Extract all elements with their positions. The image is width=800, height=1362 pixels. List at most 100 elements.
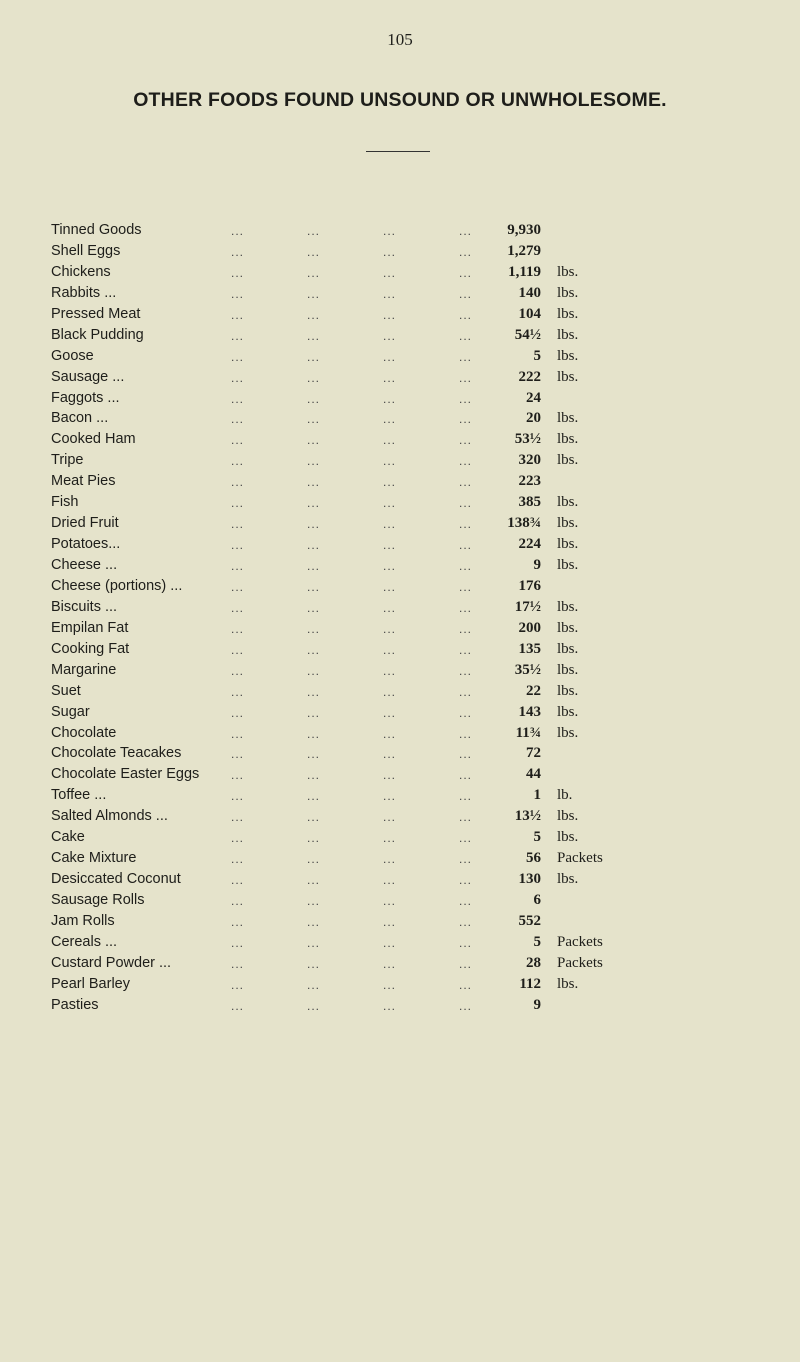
quantity: 35½ [514, 661, 541, 678]
quantity: 1,279 [507, 242, 541, 259]
dot-leader: ... [231, 475, 245, 490]
unit: lbs. [557, 557, 579, 573]
table-row: Bacon ............... 20 lbs. [51, 410, 751, 431]
dot-leader: ... [231, 579, 245, 594]
table-row: Sausage ............... 222 lbs. [51, 369, 751, 390]
dot-leader: ... [231, 852, 245, 867]
dot-leader: ... [231, 768, 245, 783]
dot-leader: ... [383, 307, 397, 322]
dot-leader: ... [459, 244, 473, 259]
dot-leader: ... [383, 914, 397, 929]
dot-leader: ... [231, 433, 245, 448]
table-row: Desiccated Coconut............ 130 lbs. [51, 871, 751, 892]
table-row: Suet............ 22 lbs. [51, 683, 751, 704]
food-name: Tinned Goods [51, 222, 142, 238]
unit: lbs. [557, 347, 579, 364]
dot-leader: ... [231, 538, 245, 553]
food-name: Sausage Rolls [51, 892, 145, 908]
dot-leader: ... [231, 977, 245, 992]
food-name: Chocolate Teacakes [51, 745, 182, 762]
dot-leader: ... [383, 684, 397, 699]
dot-leader: ... [231, 642, 245, 657]
unit: lbs. [557, 661, 579, 678]
dot-leader: ... [459, 831, 473, 846]
dot-leader: ... [383, 349, 397, 364]
unit: lbs. [557, 452, 579, 469]
dot-leader: ... [231, 894, 245, 908]
dot-leader: ... [383, 894, 397, 908]
food-name: Chickens [51, 263, 111, 280]
quantity: 20 [526, 410, 541, 427]
dot-leader: ... [307, 286, 321, 301]
dot-leader: ... [383, 705, 397, 720]
table-row: Chocolate Teacakes............ 72 [51, 745, 751, 766]
dot-leader: ... [383, 454, 397, 469]
dot-leader: ... [307, 789, 321, 804]
dot-leader: ... [307, 579, 321, 594]
dot-leader: ... [383, 538, 397, 553]
quantity: 143 [518, 703, 542, 720]
dot-leader: ... [459, 956, 473, 971]
dot-leader: ... [307, 475, 321, 490]
dot-leader: ... [307, 349, 321, 364]
dot-leader: ... [383, 935, 397, 950]
dot-leader: ... [307, 454, 321, 469]
quantity: 200 [518, 619, 542, 636]
unit: lbs. [557, 724, 579, 741]
dot-leader: ... [383, 475, 397, 490]
dot-leader: ... [459, 307, 473, 322]
quantity: 44 [526, 766, 541, 783]
title-divider [366, 151, 430, 152]
table-row: Margarine............ 35½ lbs. [51, 662, 751, 683]
food-name: Chocolate Easter Eggs [51, 766, 200, 783]
page-number: 105 [387, 30, 413, 49]
dot-leader: ... [459, 810, 473, 825]
dot-leader: ... [231, 517, 245, 532]
dot-leader: ... [231, 224, 245, 238]
table-row: Rabbits ............... 140 lbs. [51, 285, 751, 306]
quantity: 176 [518, 577, 542, 594]
quantity: 104 [518, 305, 542, 322]
dot-leader: ... [307, 852, 321, 867]
table-row: Shell Eggs............ 1,279 [51, 243, 751, 264]
table-row: Tinned Goods............ 9,930 [51, 222, 751, 243]
dot-leader: ... [231, 914, 245, 929]
food-name: Dried Fruit [51, 515, 119, 532]
dot-leader: ... [307, 935, 321, 950]
food-name: Pearl Barley [51, 975, 130, 992]
dot-leader: ... [231, 705, 245, 720]
dot-leader: ... [307, 370, 321, 385]
quantity: 6 [533, 892, 542, 908]
food-name: Cheese (portions) ... [51, 577, 183, 594]
dot-leader: ... [459, 412, 473, 427]
dot-leader: ... [231, 810, 245, 825]
dot-leader: ... [231, 349, 245, 364]
food-name: Empilan Fat [51, 619, 129, 636]
dot-leader: ... [459, 600, 473, 615]
dot-leader: ... [231, 265, 245, 280]
food-name: Toffee ... [51, 787, 107, 804]
dot-leader: ... [459, 894, 473, 908]
unit: Packets [557, 850, 603, 867]
dot-leader: ... [383, 559, 397, 573]
unit: lbs. [557, 536, 579, 553]
food-name: Rabbits ... [51, 284, 117, 301]
dot-leader: ... [307, 810, 321, 825]
dot-leader: ... [307, 894, 321, 908]
food-name: Chocolate [51, 724, 117, 741]
dot-leader: ... [459, 768, 473, 783]
food-name: Bacon ... [51, 410, 109, 427]
dot-leader: ... [231, 747, 245, 762]
dot-leader: ... [383, 956, 397, 971]
dot-leader: ... [459, 684, 473, 699]
dot-leader: ... [383, 831, 397, 846]
quantity: 385 [518, 494, 542, 511]
dot-leader: ... [459, 726, 473, 741]
dot-leader: ... [307, 956, 321, 971]
dot-leader: ... [307, 768, 321, 783]
table-row: Sausage Rolls............ 6 [51, 892, 751, 913]
table-row: Chickens............ 1,119 lbs. [51, 264, 751, 285]
unit: lbs. [557, 263, 579, 280]
food-name: Jam Rolls [51, 912, 115, 929]
dot-leader: ... [307, 747, 321, 762]
